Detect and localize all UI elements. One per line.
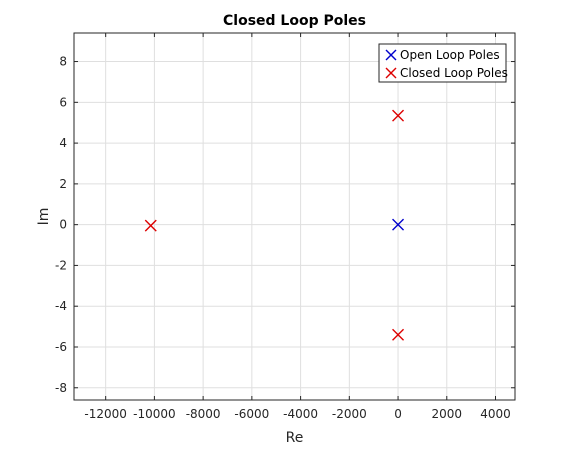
closed-loop-poles-marker [392,328,405,341]
y-tick-label: -2 [55,258,67,272]
plot-frame [73,32,516,401]
chart-title: Closed Loop Poles [223,13,366,29]
legend: Open Loop Poles Closed Loop Poles [378,43,508,83]
y-tick-label: 4 [59,136,67,150]
x-tick-label: -4000 [283,407,318,421]
y-tick-label: 6 [59,95,67,109]
y-tick-label: -4 [55,299,67,313]
legend-marker-closed-loop-poles [385,67,397,79]
x-tick-label: -8000 [186,407,221,421]
open-loop-poles-marker [392,218,405,231]
legend-marker-open-loop-poles [385,49,397,61]
y-tick-label: 0 [59,218,67,232]
x-tick-label: -10000 [133,407,176,421]
y-tick-label: 2 [59,177,67,191]
legend-label-closed-loop-poles: Closed Loop Poles [400,66,508,80]
closed-loop-poles-marker [392,109,405,122]
y-tick-label: 8 [59,55,67,69]
x-axis-label: Re [286,430,304,446]
x-tick-label: 2000 [432,407,463,421]
x-tick-label: -6000 [234,407,269,421]
x-tick-label: -2000 [332,407,367,421]
legend-label-open-loop-poles: Open Loop Poles [400,48,500,62]
y-tick-label: -8 [55,381,67,395]
y-ticks: -8 -6 -4 -2 0 2 4 6 8 [55,55,515,395]
y-axis-label: Im [36,208,52,226]
x-tick-label: 0 [394,407,402,421]
closed-loop-poles-marker [144,219,157,232]
x-tick-label: -12000 [84,407,127,421]
plot-area [74,33,515,400]
y-tick-label: -6 [55,340,67,354]
grid [74,33,515,400]
x-ticks: -12000 -10000 -8000 -6000 -4000 -2000 0 2000 400… [84,33,511,421]
legend-box [378,43,507,83]
data-marks [144,109,405,341]
x-tick-label: 4000 [480,407,511,421]
